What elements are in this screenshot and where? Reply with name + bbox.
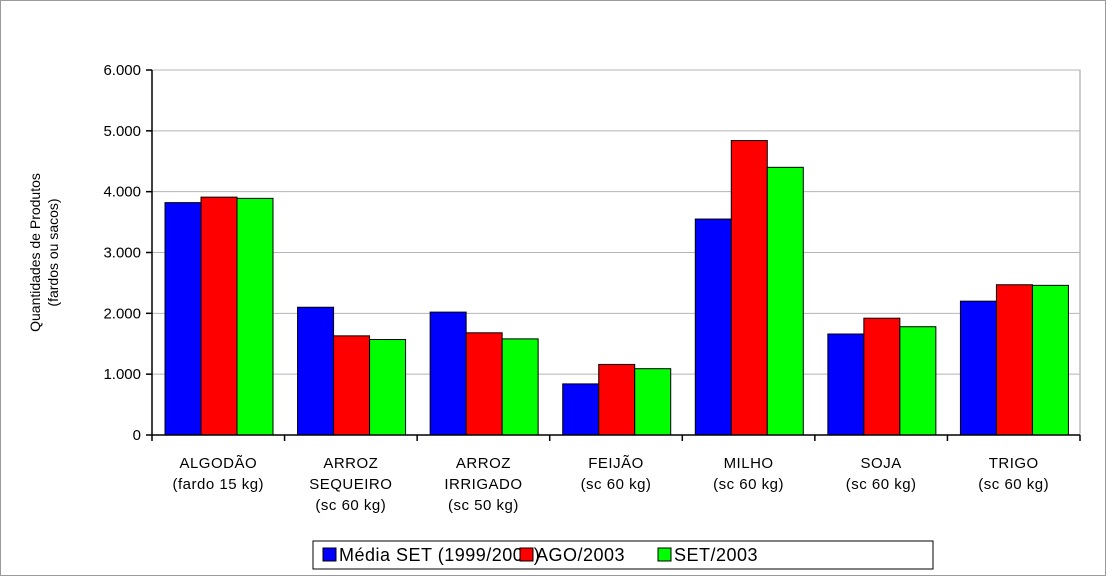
bars (164, 140, 1069, 436)
bar (369, 338, 407, 436)
category-label: MILHO (sc 60 kg) (713, 455, 784, 493)
bar (164, 202, 202, 436)
legend-label: Média SET (1999/2003) (339, 545, 540, 565)
bar (827, 333, 865, 436)
bar (562, 383, 600, 436)
bar (598, 363, 636, 436)
y-tick-label: 3.000 (103, 245, 141, 262)
category-label: SOJA (sc 60 kg) (846, 455, 917, 493)
y-tick-label: 1.000 (103, 366, 141, 383)
bar (429, 311, 467, 436)
category-label: ARROZ SEQUEIRO (sc 60 kg) (309, 455, 392, 514)
y-tick-label: 2.000 (103, 305, 141, 322)
bar (899, 326, 937, 436)
category-label: ALGODÃO (fardo 15 kg) (173, 455, 265, 493)
category-label: TRIGO (sc 60 kg) (978, 455, 1049, 493)
axes (146, 69, 1081, 441)
bar (995, 284, 1033, 436)
bar (634, 368, 672, 436)
bar (766, 166, 804, 436)
y-tick-label: 5.000 (103, 123, 141, 140)
bar (863, 317, 901, 436)
bar (333, 335, 371, 436)
y-tick-label: 6.000 (103, 62, 141, 79)
legend-swatch (657, 547, 672, 562)
category-labels: ALGODÃO (fardo 15 kg) ARROZ SEQUEIRO (sc 60 … (173, 455, 1049, 514)
bar (959, 300, 997, 436)
category-label: FEIJÃO (sc 60 kg) (581, 455, 652, 493)
legend: Média SET (1999/2003)AGO/2003 SET/2003 (312, 540, 934, 570)
category-label: ARROZ IRRIGADO (sc 50 kg) (444, 455, 522, 514)
bar (730, 140, 768, 436)
bar (236, 197, 274, 436)
y-tick-label: 0 (133, 427, 141, 444)
y-tick-label: 4.000 (103, 184, 141, 201)
y-tick-labels: 0 1.000 2.000 3.000 4.000 5.000 6.000 (103, 62, 141, 444)
bar (1031, 284, 1069, 436)
legend-swatch (519, 547, 534, 562)
legend-swatch (322, 547, 337, 562)
bar (501, 338, 539, 436)
bar (297, 306, 335, 436)
y-axis-title: Quantidades de Produtos (fardos ou sacos) (27, 173, 61, 332)
bar (465, 332, 503, 436)
bar (200, 196, 238, 436)
legend-label: AGO/2003 (536, 545, 625, 565)
legend-box (312, 540, 934, 570)
y-axis-label: Quantidades de Produtos (fardos ou sacos) (27, 173, 61, 332)
legend-label: SET/2003 (674, 545, 758, 565)
bar (694, 218, 732, 436)
